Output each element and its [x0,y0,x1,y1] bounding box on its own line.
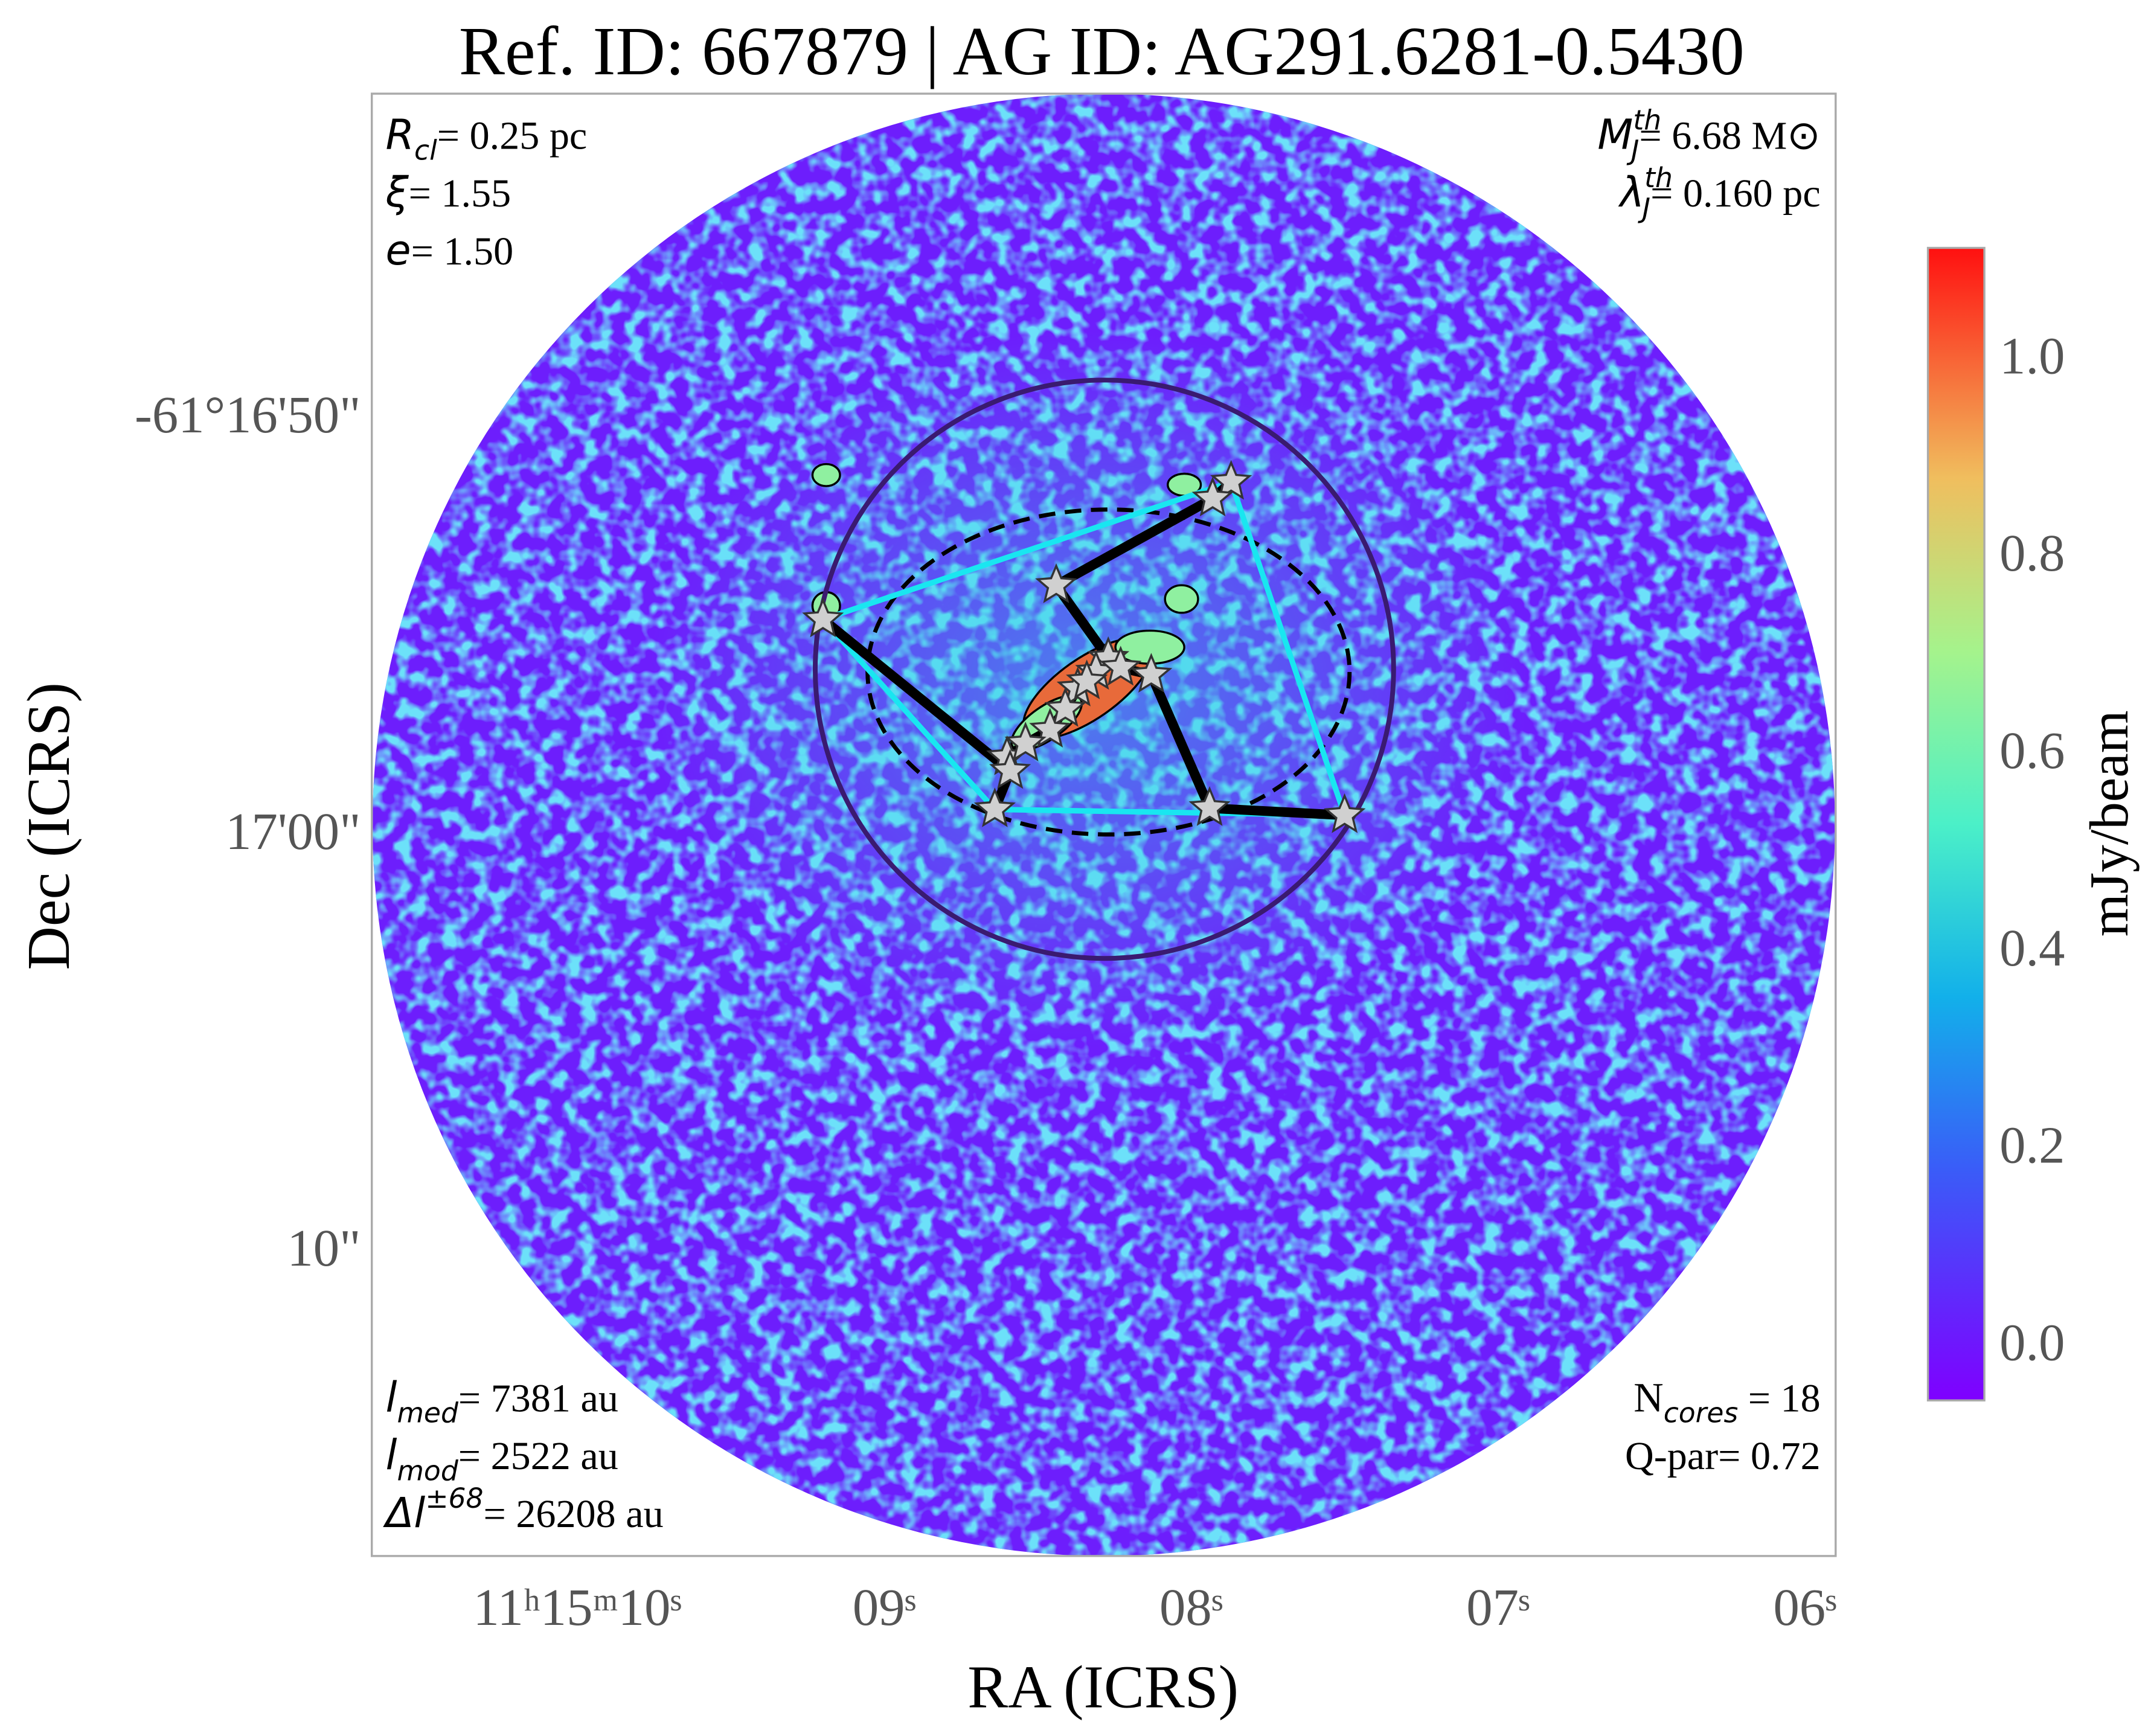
annotation-text: = 6.68 M⊙ [1639,114,1820,158]
x-tick-label: 08ˢ [1159,1578,1223,1636]
core-marker [1044,687,1086,727]
annotation-text: = 1.55 [409,171,511,216]
x-tick-label: 07ˢ [1466,1578,1530,1636]
y-axis-label: Dec (ICRS) [15,682,82,970]
colorbar-tick-label: 0.8 [1999,524,2065,582]
mst-edge [819,615,1013,775]
annotation: λth J= 0.160 pc [1618,162,1821,224]
x-tick-label: 09ˢ [853,1578,916,1636]
annotation-subscript: cores [1664,1397,1739,1429]
annotation-symbol: l [386,1432,397,1479]
network [802,460,1366,833]
annotation-symbol: e [386,227,411,275]
colorbar-tick-label: 0.6 [1999,722,2065,780]
x-axis-label: RA (ICRS) [967,1654,1239,1721]
y-tick-label: 10" [287,1219,361,1277]
annotation-text: = 2522 au [458,1434,618,1478]
colorbar-tick-label: 0.2 [1999,1116,2065,1174]
annotation-symbol: ξ [385,169,409,217]
mst-edge [1147,673,1214,810]
core-marker [1066,659,1108,700]
core-marker [802,597,844,638]
mst-edge [1209,803,1345,821]
annotation-text: = 0.160 pc [1650,171,1821,216]
core-marker [1035,563,1077,603]
colorbar-tick-label: 1.0 [1999,327,2065,385]
x-tick-label: 06ˢ [1773,1578,1836,1636]
annotation-text: = 26208 au [484,1492,664,1536]
annotation-symbol: l [386,1374,397,1421]
annotation-symbol: λ [1618,169,1644,217]
annotation: Rcl= 0.25 pc [386,111,588,166]
core-marker [1188,786,1231,826]
annotation-subscript: cl [414,135,437,167]
colorbar [1926,246,1986,1401]
annotation: e= 1.50 [386,227,514,275]
annotation-superscript: th [1633,104,1661,136]
colorbar-label: mJy/beam [2079,710,2140,937]
core-marker [973,787,1016,827]
annotation-text: = 7381 au [458,1376,618,1420]
annotation-symbol: Δl [383,1490,426,1537]
core-marker [1130,653,1173,693]
annotation-symbol: N [1633,1374,1663,1420]
annotation-subscript: mod [397,1455,459,1487]
cluster-circle [813,377,1396,961]
plot-frame [371,92,1837,1557]
annotation-text: Q-par= 0.72 [1625,1434,1821,1478]
annotation: Mth J= 6.68 M⊙ [1597,104,1820,166]
colorbar-tick-label: 0.4 [1999,919,2065,977]
colorbar-tick-label: 0.0 [1999,1313,2065,1371]
annotation-text: = 1.50 [411,229,514,274]
annotation-subscript: med [397,1397,459,1429]
annotation-symbol: R [386,111,415,159]
annotation-text: = 0.25 pc [437,114,588,158]
annotation: Ncores = 18 [1633,1374,1820,1429]
mst-edge [1054,494,1216,590]
annotation: Q-par= 0.72 [1625,1434,1821,1478]
core-marker [1210,460,1252,500]
core-marker [1324,793,1366,833]
y-tick-label: 17'00" [225,802,361,860]
core-marker [1191,476,1234,517]
x-tick-label: 11ʰ15ᵐ10ˢ [473,1578,682,1636]
y-tick-label: -61°16'50" [135,386,361,444]
annotation-superscript: th [1644,162,1673,194]
annotation: Δl±68= 26208 au [383,1482,664,1537]
chart-title: Ref. ID: 667879 | AG ID: AG291.6281-0.54… [459,13,1745,89]
annotation: ξ= 1.55 [385,169,511,217]
annotation: lmed= 7381 au [386,1374,618,1429]
core-marker [989,749,1031,789]
annotation-symbol: M [1597,111,1633,159]
annotation: lmod= 2522 au [386,1432,618,1487]
core-marker [1099,645,1142,686]
annotation-superscript: ±68 [425,1482,483,1514]
intensity-map [372,94,1835,1556]
core-marker [1004,722,1047,761]
annotation-text: = 18 [1738,1376,1820,1420]
